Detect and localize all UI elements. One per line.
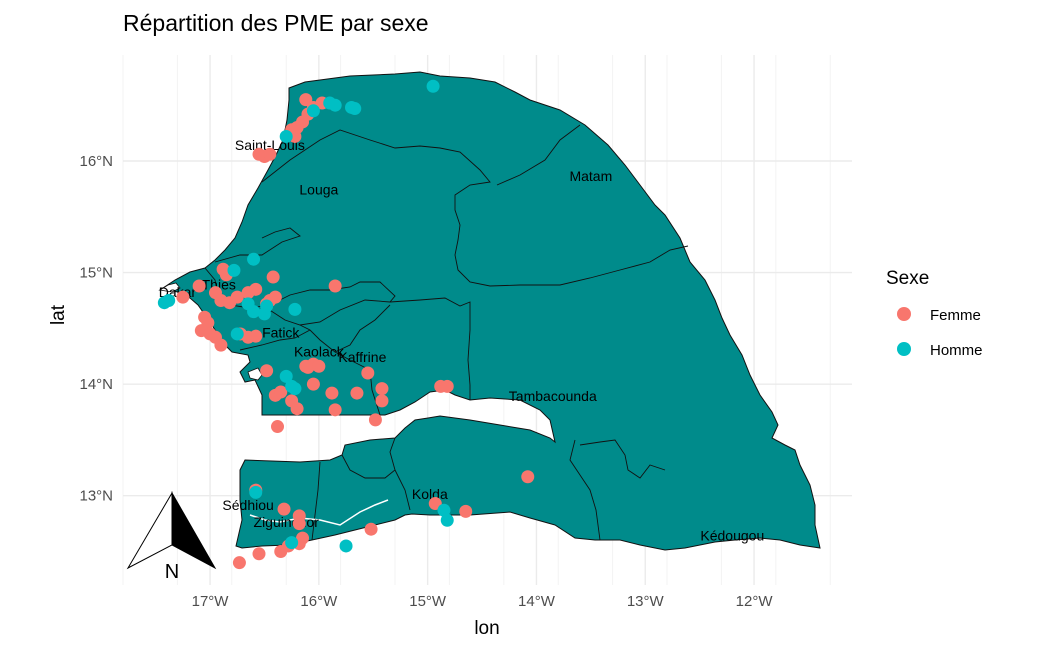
point-femme: [521, 470, 535, 484]
chart-title: Répartition des PME par sexe: [123, 10, 429, 36]
point-femme: [249, 329, 263, 343]
region-label: Tambacounda: [509, 388, 597, 404]
point-femme: [260, 364, 274, 378]
legend: Sexe Femme Homme: [886, 268, 983, 359]
point-femme: [232, 556, 246, 570]
y-tick-label: 16°N: [79, 153, 113, 170]
x-tick-label: 15°W: [409, 593, 447, 610]
region-label: Fatick: [262, 324, 300, 340]
point-homme: [230, 327, 244, 341]
point-homme: [306, 104, 320, 118]
region-label: Louga: [299, 181, 338, 197]
point-femme: [214, 338, 228, 352]
x-tick-label: 14°W: [518, 593, 556, 610]
point-femme: [271, 420, 285, 434]
region-label: Kaffrine: [338, 349, 386, 365]
point-homme: [426, 79, 440, 93]
y-tick-label: 15°N: [79, 265, 113, 282]
point-homme: [260, 299, 274, 313]
north-arrow-label: N: [165, 561, 179, 583]
point-homme: [288, 382, 302, 396]
point-homme: [247, 252, 261, 266]
point-femme: [440, 379, 454, 393]
point-femme: [301, 360, 315, 374]
x-axis-title: lon: [474, 618, 499, 639]
point-homme: [285, 536, 299, 550]
point-homme: [348, 102, 362, 116]
x-tick-label: 12°W: [736, 593, 774, 610]
north-arrow: N: [126, 491, 217, 583]
region-label: Sédhiou: [222, 497, 273, 513]
point-homme: [162, 293, 176, 307]
point-homme: [440, 513, 454, 527]
point-femme: [249, 282, 263, 296]
point-femme: [375, 394, 389, 408]
legend-key-femme: [897, 307, 911, 321]
x-tick-label: 17°W: [192, 593, 230, 610]
y-tick-label: 14°N: [79, 376, 113, 393]
point-femme: [361, 366, 375, 380]
point-femme: [290, 402, 304, 416]
region-label: Ziguinchor: [254, 514, 320, 530]
axes: 17°W 16°W 15°W 14°W 13°W 12°W 13°N 14°N 15°N 16°N: [79, 153, 773, 610]
point-femme: [176, 290, 190, 304]
point-femme: [328, 403, 342, 417]
point-femme: [328, 279, 342, 293]
data-points: [157, 79, 535, 570]
x-tick-label: 16°W: [300, 593, 338, 610]
point-homme: [339, 539, 353, 553]
region-label: Kolda: [412, 486, 448, 502]
point-femme: [277, 502, 291, 516]
legend-title: Sexe: [886, 268, 929, 289]
point-femme: [252, 547, 266, 561]
point-homme: [288, 302, 302, 316]
point-femme: [263, 147, 277, 161]
point-femme: [306, 377, 320, 391]
point-homme: [247, 305, 261, 319]
senegal-map: [158, 71, 821, 551]
point-femme: [364, 522, 378, 536]
point-homme: [323, 96, 337, 110]
y-tick-label: 13°N: [79, 488, 113, 505]
point-femme: [312, 359, 326, 373]
gambia-river-gap: [247, 367, 263, 381]
casamance-river: [249, 499, 389, 526]
region-borders: [204, 124, 689, 541]
legend-label-femme: Femme: [930, 307, 981, 324]
point-femme: [266, 270, 280, 284]
point-femme: [325, 386, 339, 400]
point-homme: [249, 485, 263, 499]
y-axis-title: lat: [48, 304, 69, 325]
point-femme: [375, 382, 389, 396]
point-femme: [292, 517, 306, 531]
point-femme: [459, 504, 473, 518]
region-label: Kaolack: [294, 343, 345, 359]
point-homme: [279, 129, 293, 143]
coast-detail: [158, 282, 181, 293]
point-homme: [437, 503, 451, 517]
region-label: Matam: [569, 168, 612, 184]
point-homme: [279, 369, 293, 383]
point-femme: [230, 290, 244, 304]
point-femme: [350, 386, 364, 400]
point-homme: [227, 263, 241, 277]
north-arrow-left-half: [126, 491, 173, 570]
point-femme: [274, 545, 288, 559]
legend-label-homme: Homme: [930, 342, 983, 359]
point-femme: [192, 279, 206, 293]
legend-key-homme: [897, 342, 911, 356]
point-femme: [274, 385, 288, 399]
region-label: Kédougou: [700, 527, 764, 543]
north-arrow-right-half: [171, 491, 217, 570]
point-femme: [368, 413, 382, 427]
x-tick-label: 13°W: [627, 593, 665, 610]
